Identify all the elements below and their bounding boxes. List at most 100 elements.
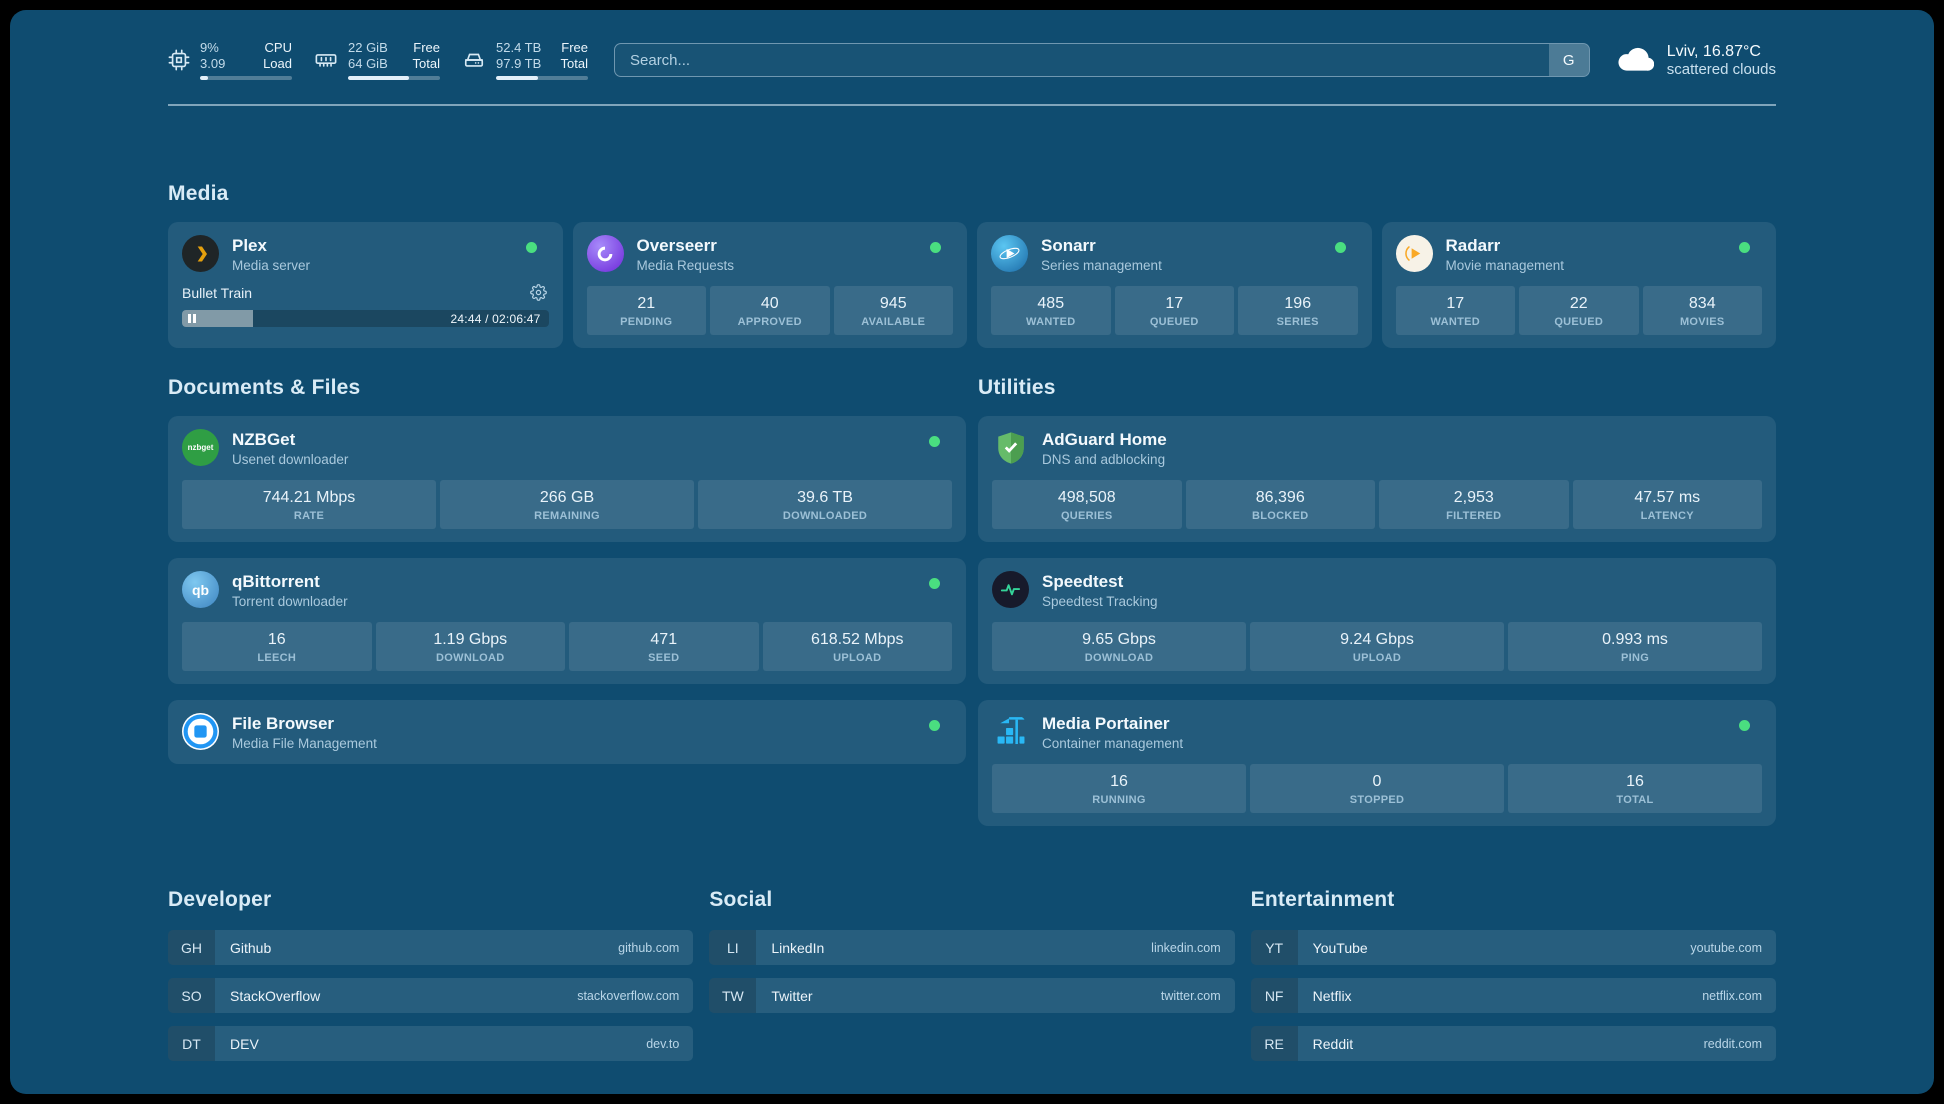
stat-value: 9.65 Gbps bbox=[1082, 631, 1156, 648]
adguard-card[interactable]: AdGuard Home DNS and adblocking 498,508 Q… bbox=[978, 416, 1776, 542]
stat-value: 86,396 bbox=[1255, 489, 1305, 506]
bookmark-domain: linkedin.com bbox=[1151, 940, 1221, 955]
service-name: AdGuard Home bbox=[1042, 430, 1167, 449]
bookmark-youtube[interactable]: YT YouTube youtube.com bbox=[1250, 930, 1776, 965]
bookmark-name: Netflix bbox=[1312, 987, 1352, 1004]
stat-value: 834 bbox=[1688, 295, 1716, 312]
cpu-icon bbox=[168, 49, 190, 71]
radarr-card[interactable]: Radarr Movie management 17 WANTED 22 QUEUE… bbox=[1381, 222, 1776, 348]
stat-label: REMAINING bbox=[534, 510, 600, 522]
bookmark-abbr: LI bbox=[709, 930, 757, 965]
stat-block: 22 QUEUED bbox=[1519, 286, 1639, 335]
memory-progress-bar bbox=[348, 76, 440, 80]
service-desc: Container management bbox=[1042, 736, 1184, 751]
memory-free-value: 22 GiB bbox=[348, 40, 388, 55]
stat-label: QUERIES bbox=[1060, 510, 1113, 522]
cloud-icon bbox=[1616, 47, 1654, 73]
bookmark-abbr: YT bbox=[1250, 930, 1298, 965]
stat-label: SEED bbox=[648, 652, 680, 664]
status-dot bbox=[929, 578, 940, 589]
cpu-progress-bar bbox=[200, 76, 292, 80]
memory-total-label: Total bbox=[412, 56, 440, 71]
plex-card[interactable]: Plex Media server Bullet Train bbox=[168, 222, 563, 348]
bookmark-domain: stackoverflow.com bbox=[577, 988, 680, 1003]
stat-block: 744.21 Mbps RATE bbox=[182, 480, 436, 529]
bookmark-stackoverflow[interactable]: SO StackOverflow stackoverflow.com bbox=[168, 978, 694, 1013]
memory-widget: 22 GiB Free 64 GiB Total bbox=[314, 40, 440, 80]
bookmark-reddit[interactable]: RE Reddit reddit.com bbox=[1250, 1026, 1776, 1061]
stat-value: 17 bbox=[1446, 295, 1465, 312]
service-name: Speedtest bbox=[1042, 572, 1124, 591]
service-desc: Usenet downloader bbox=[232, 452, 349, 467]
stat-label: TOTAL bbox=[1616, 794, 1654, 806]
service-name: NZBGet bbox=[232, 430, 296, 449]
stat-block: 945 AVAILABLE bbox=[833, 286, 953, 335]
stat-block: 16 TOTAL bbox=[1508, 764, 1762, 813]
bookmark-linkedin[interactable]: LI LinkedIn linkedin.com bbox=[709, 930, 1235, 965]
search-bar: G bbox=[614, 43, 1590, 77]
stat-label: DOWNLOADED bbox=[782, 510, 868, 522]
stat-label: PING bbox=[1620, 652, 1650, 664]
stat-value: 22 bbox=[1569, 295, 1588, 312]
gear-icon[interactable] bbox=[529, 284, 547, 301]
search-input[interactable] bbox=[615, 51, 1549, 69]
stat-label: LATENCY bbox=[1640, 510, 1694, 522]
nzbget-icon: nzbget bbox=[182, 429, 219, 466]
memory-free-label: Free bbox=[413, 40, 440, 55]
stat-block: 2,953 FILTERED bbox=[1379, 480, 1569, 529]
qbittorrent-card[interactable]: qb qBittorrent Torrent downloader 16 LEEC… bbox=[168, 558, 966, 684]
radarr-icon bbox=[1395, 235, 1433, 272]
disk-free-label: Free bbox=[561, 40, 588, 55]
stat-label: DOWNLOAD bbox=[1084, 652, 1154, 664]
developer-section-title: Developer bbox=[168, 888, 272, 911]
status-dot bbox=[1739, 242, 1750, 253]
filebrowser-icon bbox=[182, 713, 219, 750]
stat-block: 39.6 TB DOWNLOADED bbox=[698, 480, 952, 529]
cpu-widget: 9% CPU 3.09 Load bbox=[168, 40, 292, 80]
bookmark-name: Github bbox=[230, 939, 272, 956]
speedtest-icon bbox=[992, 571, 1029, 608]
stat-value: 17 bbox=[1165, 295, 1184, 312]
service-desc: Media Requests bbox=[636, 258, 735, 273]
disk-total-value: 97.9 TB bbox=[496, 56, 542, 71]
stat-value: 2,953 bbox=[1453, 489, 1494, 506]
media-section-title: Media bbox=[168, 182, 229, 205]
service-desc: DNS and adblocking bbox=[1042, 452, 1166, 467]
utilities-column: Utilities AdGuard Home DNS and adblockin… bbox=[978, 376, 1776, 826]
stat-label: BLOCKED bbox=[1252, 510, 1309, 522]
bookmark-group-social: Social LI LinkedIn linkedin.com TW Twitt… bbox=[709, 888, 1235, 1061]
status-dot bbox=[930, 242, 941, 253]
documents-column: Documents & Files nzbget NZBGet Usenet d… bbox=[168, 376, 966, 826]
bookmark-dev[interactable]: DT DEV dev.to bbox=[168, 1026, 694, 1061]
stat-value: 0.993 ms bbox=[1602, 631, 1668, 648]
overseerr-card[interactable]: Overseerr Media Requests 21 PENDING 40 APP… bbox=[572, 222, 967, 348]
disk-total-label: Total bbox=[560, 56, 588, 71]
bookmark-abbr: DT bbox=[168, 1026, 215, 1061]
bookmark-abbr: TW bbox=[709, 978, 757, 1013]
stat-value: 21 bbox=[637, 295, 656, 312]
service-name: Sonarr bbox=[1041, 236, 1096, 255]
speedtest-card[interactable]: Speedtest Speedtest Tracking 9.65 Gbps DO… bbox=[978, 558, 1776, 684]
bookmark-twitter[interactable]: TW Twitter twitter.com bbox=[709, 978, 1235, 1013]
service-desc: Speedtest Tracking bbox=[1042, 594, 1158, 609]
stat-block: 47.57 ms LATENCY bbox=[1572, 480, 1762, 529]
stat-block: 196 SERIES bbox=[1238, 286, 1358, 335]
stat-label: MOVIES bbox=[1679, 316, 1725, 328]
memory-icon bbox=[314, 49, 338, 71]
bookmark-domain: netflix.com bbox=[1702, 988, 1762, 1003]
sonarr-card[interactable]: Sonarr Series management 485 WANTED 17 QUE… bbox=[977, 222, 1372, 348]
stat-value: 498,508 bbox=[1057, 489, 1116, 506]
service-name: Plex bbox=[232, 236, 267, 255]
bookmark-github[interactable]: GH Github github.com bbox=[168, 930, 694, 965]
stat-block: 498,508 QUERIES bbox=[992, 480, 1182, 529]
stat-value: 1.19 Gbps bbox=[433, 631, 508, 648]
bookmark-netflix[interactable]: NF Netflix netflix.com bbox=[1250, 978, 1776, 1013]
search-provider-button[interactable]: G bbox=[1548, 44, 1589, 76]
portainer-card[interactable]: Media Portainer Container management 16 R… bbox=[978, 700, 1776, 826]
stat-label: QUEUED bbox=[1149, 316, 1199, 328]
service-desc: Media server bbox=[232, 258, 311, 273]
bookmark-abbr: GH bbox=[168, 930, 215, 965]
portainer-icon bbox=[992, 713, 1029, 750]
nzbget-card[interactable]: nzbget NZBGet Usenet downloader 744.21 M… bbox=[168, 416, 966, 542]
filebrowser-card[interactable]: File Browser Media File Management bbox=[168, 700, 966, 764]
